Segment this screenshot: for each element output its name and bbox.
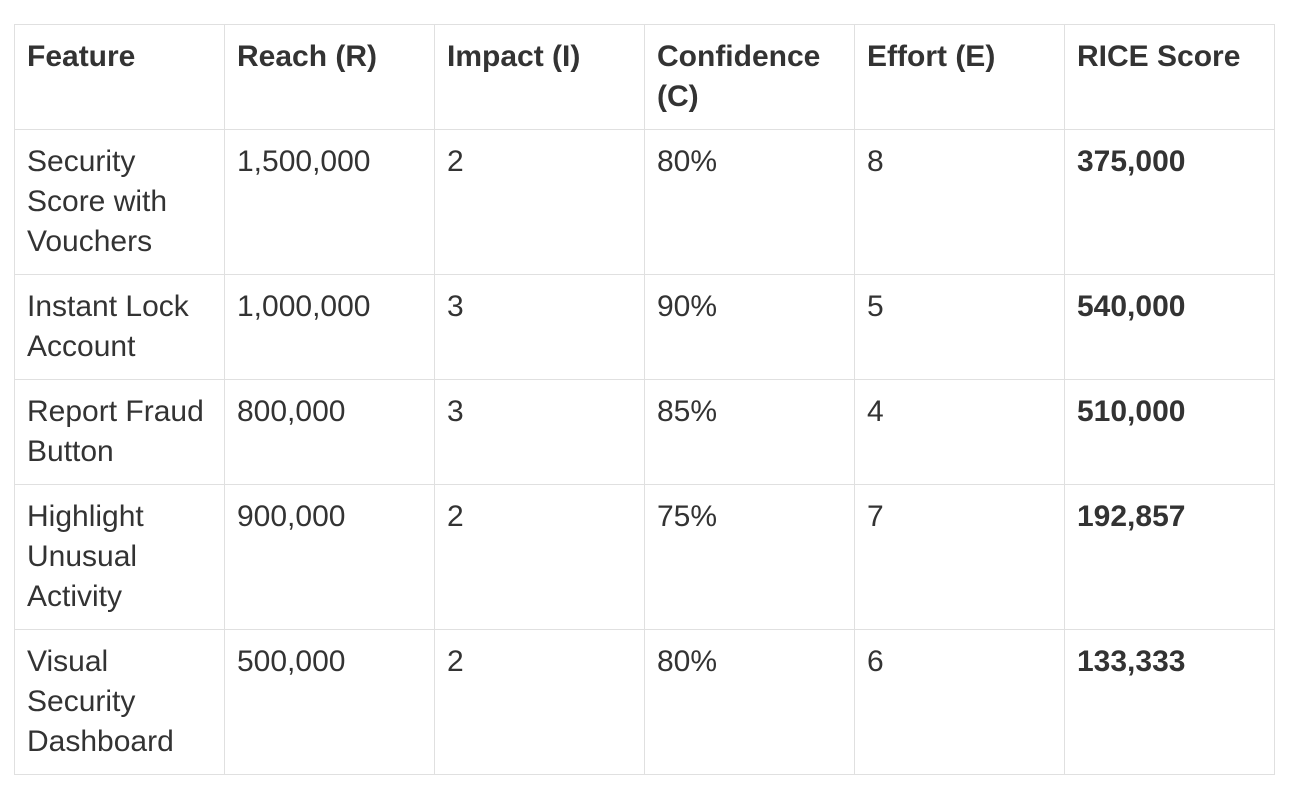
cell-effort: 5 [854, 274, 1065, 380]
header-cell-effort: Effort (E) [854, 24, 1065, 130]
header-cell-rice-score: RICE Score [1064, 24, 1275, 130]
header-cell-confidence: Confidence (C) [644, 24, 855, 130]
cell-feature: Visual Security Dashboard [14, 629, 225, 775]
cell-reach: 800,000 [224, 379, 435, 485]
cell-reach: 1,000,000 [224, 274, 435, 380]
cell-impact: 2 [434, 629, 645, 775]
cell-feature: Highlight Unusual Activity [14, 484, 225, 630]
cell-impact: 2 [434, 484, 645, 630]
cell-rice-score: 133,333 [1064, 629, 1275, 775]
cell-feature: Security Score with Vouchers [14, 129, 225, 275]
cell-effort: 6 [854, 629, 1065, 775]
table-header: Feature Reach (R) Impact (I) Confidence … [14, 24, 1275, 130]
cell-impact: 3 [434, 379, 645, 485]
cell-confidence: 75% [644, 484, 855, 630]
table-body: Security Score with Vouchers 1,500,000 2… [14, 129, 1275, 775]
header-cell-impact: Impact (I) [434, 24, 645, 130]
header-cell-feature: Feature [14, 24, 225, 130]
header-cell-reach: Reach (R) [224, 24, 435, 130]
cell-reach: 500,000 [224, 629, 435, 775]
cell-rice-score: 510,000 [1064, 379, 1275, 485]
cell-rice-score: 540,000 [1064, 274, 1275, 380]
cell-reach: 900,000 [224, 484, 435, 630]
table-row: Instant Lock Account 1,000,000 3 90% 5 5… [14, 274, 1275, 380]
cell-effort: 8 [854, 129, 1065, 275]
cell-rice-score: 192,857 [1064, 484, 1275, 630]
cell-impact: 3 [434, 274, 645, 380]
cell-effort: 4 [854, 379, 1065, 485]
rice-prioritization-table: Feature Reach (R) Impact (I) Confidence … [14, 24, 1275, 775]
cell-confidence: 80% [644, 629, 855, 775]
table-row: Security Score with Vouchers 1,500,000 2… [14, 129, 1275, 275]
cell-feature: Instant Lock Account [14, 274, 225, 380]
cell-impact: 2 [434, 129, 645, 275]
header-row: Feature Reach (R) Impact (I) Confidence … [14, 24, 1275, 130]
cell-effort: 7 [854, 484, 1065, 630]
cell-rice-score: 375,000 [1064, 129, 1275, 275]
table-row: Visual Security Dashboard 500,000 2 80% … [14, 629, 1275, 775]
cell-confidence: 90% [644, 274, 855, 380]
cell-feature: Report Fraud Button [14, 379, 225, 485]
table-row: Highlight Unusual Activity 900,000 2 75%… [14, 484, 1275, 630]
cell-confidence: 80% [644, 129, 855, 275]
table-row: Report Fraud Button 800,000 3 85% 4 510,… [14, 379, 1275, 485]
cell-confidence: 85% [644, 379, 855, 485]
cell-reach: 1,500,000 [224, 129, 435, 275]
